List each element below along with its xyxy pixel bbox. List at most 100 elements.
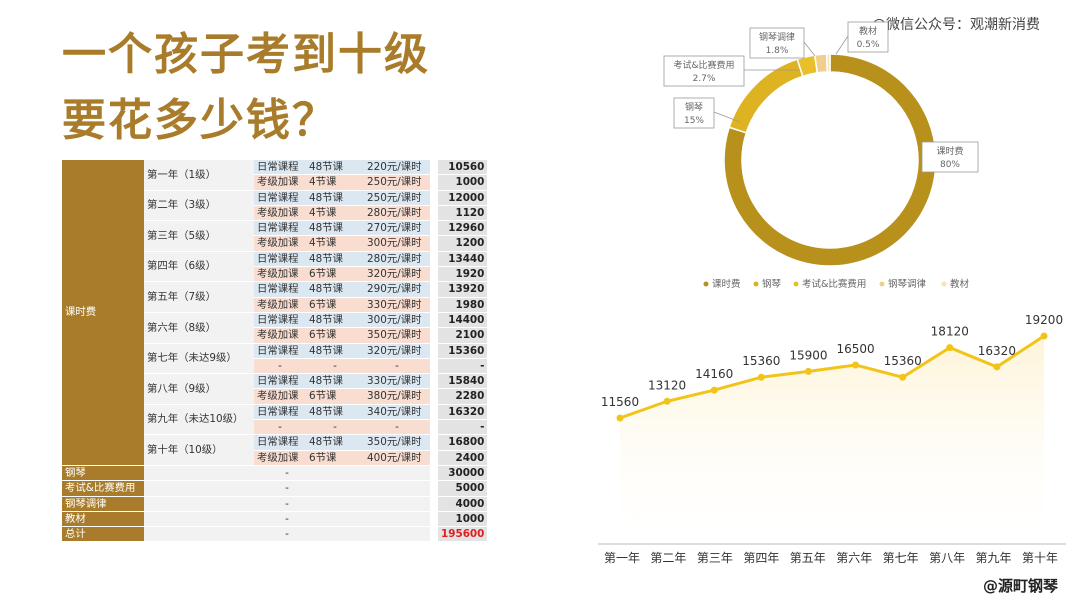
slice-label: 钢琴 (685, 101, 703, 113)
lesson-price: 330元/课时 (364, 373, 430, 390)
lesson-count: 4节课 (306, 235, 364, 252)
data-label: 11560 (601, 395, 639, 409)
lesson-count: 48节课 (306, 373, 364, 390)
gap-cell (430, 404, 438, 421)
data-label: 16320 (978, 344, 1016, 358)
course-type: - (254, 419, 306, 436)
data-point (616, 414, 624, 422)
amount-cell: 1980 (438, 297, 488, 313)
lesson-count: 48节课 (306, 343, 364, 359)
amount-cell: 2280 (438, 388, 488, 405)
lesson-price: 280元/课时 (364, 205, 430, 222)
table-row: 第五年（7级） 日常课程 48节课 290元/课时 13920 (62, 281, 488, 313)
legend-label: 课时费 (712, 278, 741, 290)
table-row: 考级加课 6节课 380元/课时 2280 (62, 388, 488, 405)
gap-cell (430, 343, 438, 359)
other-dash: - (144, 480, 430, 497)
course-type: 考级加课 (254, 235, 306, 252)
data-label: 16500 (836, 342, 874, 356)
data-label: 19200 (1025, 313, 1063, 327)
gap-cell (430, 419, 438, 436)
other-amount: 1000 (438, 511, 488, 528)
lesson-count: 48节课 (306, 220, 364, 237)
amount-cell: 13440 (438, 251, 488, 268)
amount-cell: 15360 (438, 343, 488, 359)
course-type: 日常课程 (254, 160, 306, 176)
table-row: 第二年（3级） 日常课程 48节课 250元/课时 12000 (62, 190, 488, 222)
donut-slice (825, 53, 831, 73)
amount-cell: 10560 (438, 160, 488, 176)
gap-cell (430, 174, 438, 191)
slice-label: 考试&比赛费用 (673, 59, 734, 71)
year-label: 第四年（6级） (144, 251, 254, 283)
watermark-top: @微信公众号：观潮新消费 (872, 17, 1040, 33)
series-line (619, 334, 1045, 420)
lesson-count: 48节课 (306, 434, 364, 451)
lesson-price: 350元/课时 (364, 434, 430, 451)
table-row: 第九年（未达10级） 日常课程 48节课 340元/课时 16320 (62, 404, 488, 436)
callout-leader (835, 35, 849, 55)
other-dash: - (144, 526, 430, 543)
other-category: 考试&比赛费用 (62, 480, 144, 497)
year-label: 第六年（8级） (144, 312, 254, 344)
amount-cell: 13920 (438, 281, 488, 298)
lesson-count: 4节课 (306, 205, 364, 222)
legend-label: 钢琴 (762, 278, 782, 290)
callout-box (847, 21, 889, 53)
lesson-count: 6节课 (306, 388, 364, 405)
area-fill (620, 336, 1044, 540)
table-row: 教材 -1000 (62, 511, 488, 528)
gap-cell (430, 266, 438, 283)
other-category: 总计 (62, 526, 144, 543)
lesson-count: 48节课 (306, 190, 364, 206)
category-lesson-fee: 课时费 (62, 160, 144, 466)
gap-cell (430, 388, 438, 405)
gap-cell (430, 480, 438, 497)
table-row: 钢琴调律 -4000 (62, 496, 488, 512)
data-label: 18120 (931, 325, 969, 339)
table-row: 考级加课 4节课 250元/课时 1000 (62, 174, 488, 191)
cost-table: 课时费 第一年（1级） 日常课程 48节课 220元/课时 10560 考级加课 4节课 250… (62, 160, 488, 543)
course-type: 日常课程 (254, 190, 306, 206)
amount-cell: 14400 (438, 312, 488, 329)
lesson-count: - (306, 419, 364, 436)
x-tick-label: 第十年 (1022, 551, 1058, 565)
lesson-price: 250元/课时 (364, 190, 430, 206)
gap-cell (430, 297, 438, 313)
course-type: 考级加课 (254, 205, 306, 222)
other-category: 钢琴调律 (62, 496, 144, 512)
year-label: 第十年（10级） (144, 434, 254, 466)
lesson-price: 380元/课时 (364, 388, 430, 405)
gap-cell (430, 450, 438, 466)
gap-cell (430, 327, 438, 344)
year-label: 第三年（5级） (144, 220, 254, 252)
data-label: 15360 (742, 354, 780, 368)
other-amount: 5000 (438, 480, 488, 497)
amount-cell: 16320 (438, 404, 488, 421)
gap-cell (430, 373, 438, 390)
course-type: 日常课程 (254, 312, 306, 329)
year-label: 第九年（未达10级） (144, 404, 254, 436)
lesson-count: 4节课 (306, 174, 364, 191)
lesson-count: 6节课 (306, 327, 364, 344)
lesson-price: 220元/课时 (364, 160, 430, 176)
course-type: 日常课程 (254, 251, 306, 268)
lesson-price: 400元/课时 (364, 450, 430, 466)
course-type: 日常课程 (254, 434, 306, 451)
year-label: 第八年（9级） (144, 373, 254, 405)
gap-cell (430, 511, 438, 528)
year-label: 第五年（7级） (144, 281, 254, 313)
other-amount: 195600 (438, 526, 488, 543)
x-tick-label: 第二年 (650, 551, 686, 565)
slice-percent: 15% (684, 116, 704, 126)
lesson-count: 48节课 (306, 312, 364, 329)
course-type: - (254, 358, 306, 375)
lesson-count: 48节课 (306, 281, 364, 298)
data-point (663, 397, 671, 405)
amount-cell: 1120 (438, 205, 488, 222)
gap-cell (430, 465, 438, 482)
lesson-count: 6节课 (306, 266, 364, 283)
lesson-count: 48节课 (306, 160, 364, 176)
legend-label: 钢琴调律 (888, 278, 927, 290)
course-type: 日常课程 (254, 343, 306, 359)
